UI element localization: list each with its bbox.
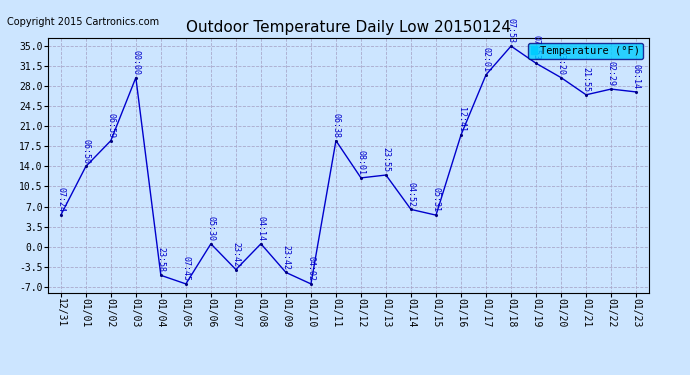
Point	[455, 132, 466, 138]
Point	[230, 267, 241, 273]
Point	[255, 241, 266, 247]
Text: 04:14: 04:14	[257, 216, 266, 241]
Point	[480, 72, 491, 78]
Title: Outdoor Temperature Daily Low 20150124: Outdoor Temperature Daily Low 20150124	[186, 20, 511, 35]
Text: 05:31: 05:31	[431, 187, 440, 212]
Text: 07:53: 07:53	[531, 35, 540, 60]
Text: 12:41: 12:41	[457, 107, 466, 132]
Text: Copyright 2015 Cartronics.com: Copyright 2015 Cartronics.com	[7, 17, 159, 27]
Point	[380, 172, 391, 178]
Text: 23:42: 23:42	[231, 242, 240, 267]
Point	[355, 175, 366, 181]
Point	[580, 92, 591, 98]
Point	[206, 241, 217, 247]
Point	[506, 43, 517, 49]
Text: 23:20: 23:20	[557, 50, 566, 75]
Text: 06:50: 06:50	[81, 139, 90, 164]
Point	[406, 206, 417, 212]
Point	[106, 138, 117, 144]
Text: 07:24: 07:24	[57, 187, 66, 212]
Text: 07:45: 07:45	[181, 256, 190, 281]
Point	[331, 138, 342, 144]
Point	[555, 75, 566, 81]
Point	[130, 75, 141, 81]
Legend: Temperature (°F): Temperature (°F)	[528, 43, 643, 59]
Text: 06:14: 06:14	[631, 64, 640, 89]
Text: 07:53: 07:53	[506, 18, 515, 43]
Text: 23:42: 23:42	[282, 244, 290, 270]
Text: 04:52: 04:52	[406, 182, 415, 207]
Point	[80, 164, 91, 170]
Point	[531, 60, 542, 66]
Point	[55, 212, 66, 218]
Text: 08:01: 08:01	[357, 150, 366, 175]
Point	[306, 281, 317, 287]
Point	[606, 86, 617, 92]
Point	[155, 272, 166, 278]
Text: 23:58: 23:58	[157, 248, 166, 273]
Point	[431, 212, 442, 218]
Text: 02:29: 02:29	[607, 61, 615, 86]
Text: 21:55: 21:55	[582, 67, 591, 92]
Point	[180, 281, 191, 287]
Text: 02:01: 02:01	[482, 47, 491, 72]
Point	[280, 270, 291, 276]
Point	[631, 89, 642, 95]
Text: 05:30: 05:30	[206, 216, 215, 241]
Text: 06:59: 06:59	[106, 113, 115, 138]
Text: 06:38: 06:38	[331, 113, 340, 138]
Text: 23:55: 23:55	[382, 147, 391, 172]
Text: 04:02: 04:02	[306, 256, 315, 281]
Text: 00:00: 00:00	[131, 50, 140, 75]
